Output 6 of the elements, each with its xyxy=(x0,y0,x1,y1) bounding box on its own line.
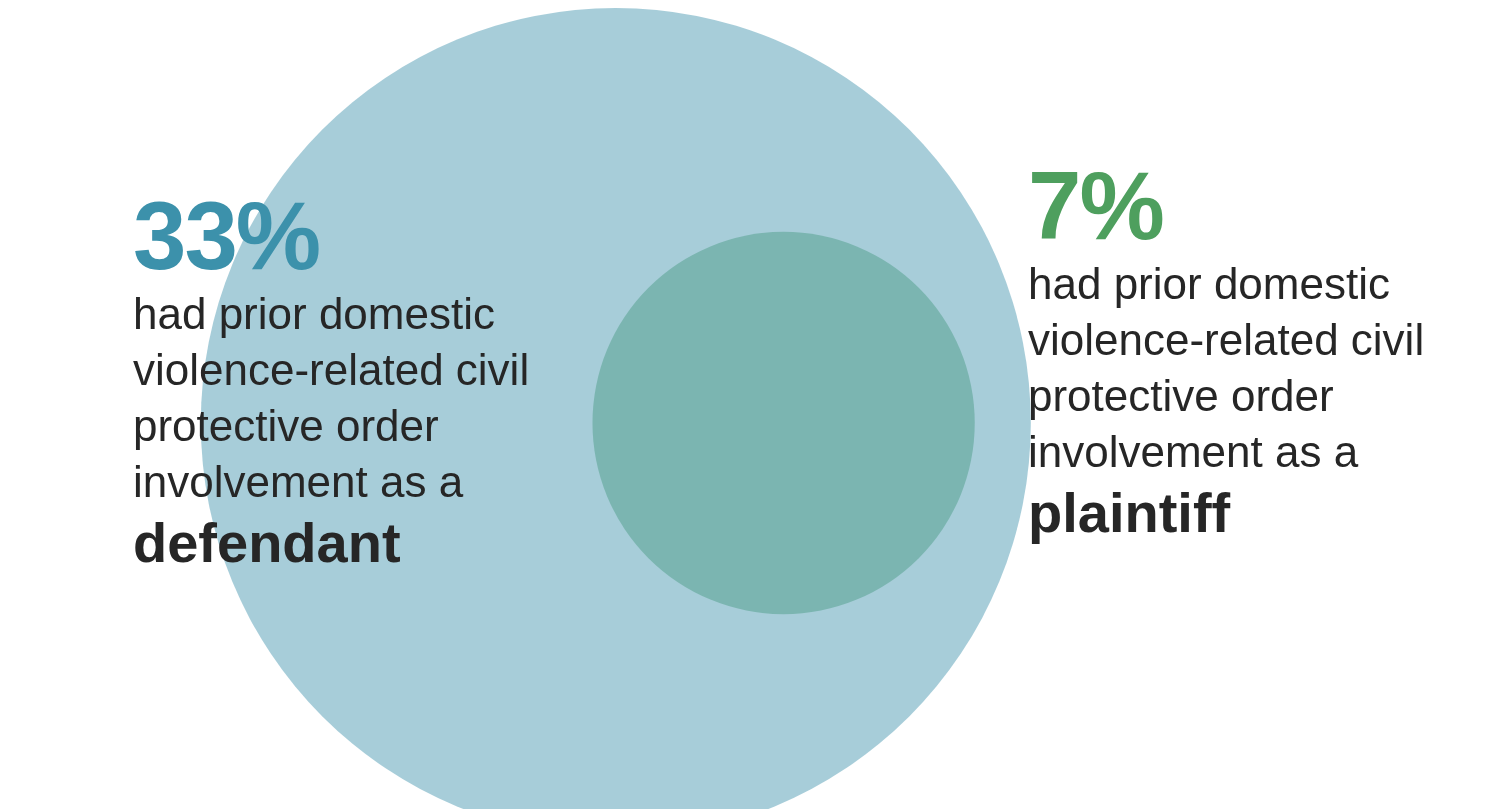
data-label: 7% xyxy=(1028,152,1164,259)
data-label: 33% xyxy=(133,182,321,289)
text: had prior domestic violence-related civil protective order involvement as a xyxy=(133,288,531,508)
category-label: defendant xyxy=(133,510,402,576)
text: had prior domestic violence-related civil protective order involvement as a xyxy=(1028,258,1426,478)
category-label: plaintiff xyxy=(1028,480,1232,546)
